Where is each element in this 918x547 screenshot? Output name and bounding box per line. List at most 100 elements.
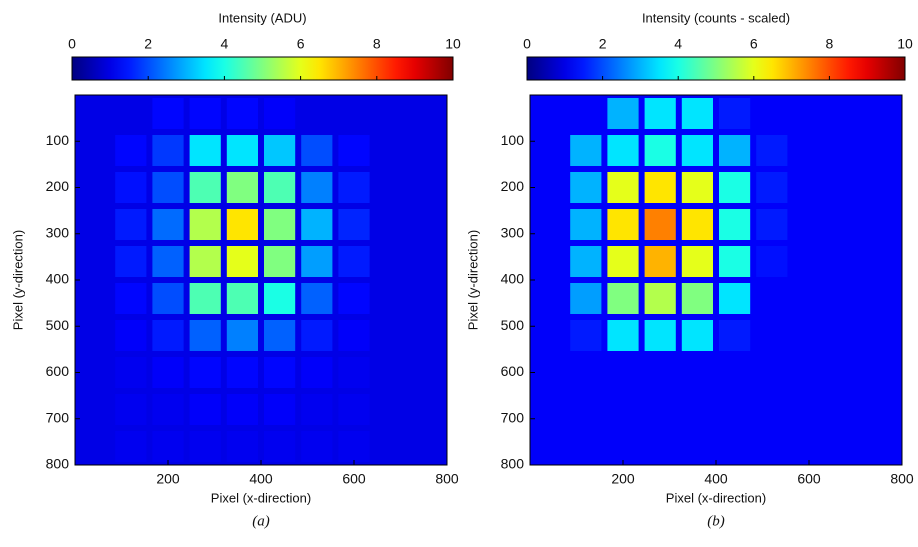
heatmap-cell (264, 172, 296, 203)
caption: (a) (252, 513, 270, 529)
heatmap-cell (681, 246, 713, 277)
heatmap-cell (607, 209, 639, 240)
heatmap-cell (681, 431, 713, 462)
heatmap-cell (570, 431, 602, 462)
heatmap-cell (226, 320, 258, 351)
heatmap-cell (412, 98, 444, 129)
heatmap-cell (264, 135, 296, 166)
heatmap-cell (867, 431, 899, 462)
heatmap-cell (301, 431, 333, 462)
heatmap-cell (338, 209, 370, 240)
heatmap-cell (78, 209, 110, 240)
heatmap-cell (867, 135, 899, 166)
heatmap-cell (78, 172, 110, 203)
heatmap-cell (301, 283, 333, 314)
heatmap-cell (681, 209, 713, 240)
heatmap-cell (375, 209, 407, 240)
heatmap-cell (533, 357, 565, 388)
colorbar (526, 56, 906, 81)
colorbar-tick-label: 8 (826, 36, 834, 52)
heatmap-cell (78, 246, 110, 277)
heatmap-cell (264, 246, 296, 277)
colorbar-tick-label: 6 (297, 36, 305, 52)
heatmap-cell (793, 246, 825, 277)
heatmap-cell (152, 320, 184, 351)
heatmap-cell (338, 283, 370, 314)
colorbar (71, 56, 454, 81)
heatmap-cell (226, 135, 258, 166)
heatmap-cell (644, 209, 676, 240)
x-axis-label: Pixel (x-direction) (211, 490, 311, 505)
y-axis-label: Pixel (y-direction) (465, 230, 480, 330)
heatmap-cell (681, 320, 713, 351)
heatmap-cell (607, 283, 639, 314)
heatmap-cell (867, 320, 899, 351)
heatmap-cell (719, 172, 751, 203)
heatmap-cell (78, 394, 110, 425)
y-tick-label: 400 (501, 271, 525, 287)
heatmap-cell (115, 209, 147, 240)
heatmap-cell (719, 394, 751, 425)
heatmap-cell (607, 172, 639, 203)
x-tick-label: 800 (890, 471, 914, 487)
heatmap-cell (338, 431, 370, 462)
heatmap-cell (152, 209, 184, 240)
y-tick-label: 300 (46, 224, 70, 240)
y-axis-label: Pixel (y-direction) (10, 230, 25, 330)
heatmap-cell (189, 357, 221, 388)
heatmap-cell (830, 394, 862, 425)
heatmap-cell (412, 394, 444, 425)
heatmap-cell (681, 98, 713, 129)
heatmap-cell (115, 320, 147, 351)
heatmap-cell (867, 209, 899, 240)
heatmap-cell (375, 394, 407, 425)
heatmap-cell (681, 394, 713, 425)
heatmap-cell (644, 283, 676, 314)
heatmap-cell (644, 357, 676, 388)
heatmap-cell (375, 283, 407, 314)
heatmap-cell (793, 320, 825, 351)
heatmap-cell (644, 246, 676, 277)
y-tick-label: 700 (501, 409, 525, 425)
heatmap-cell (719, 283, 751, 314)
heatmap-cell (226, 431, 258, 462)
colorbar-tick-label: 0 (523, 36, 531, 52)
heatmap-cell (189, 172, 221, 203)
heatmap-cell (264, 394, 296, 425)
heatmap-cell (152, 357, 184, 388)
x-tick-label: 400 (249, 471, 273, 487)
heatmap-cell (115, 394, 147, 425)
heatmap-cell (830, 172, 862, 203)
y-tick-label: 300 (501, 224, 525, 240)
colorbar-tick-label: 10 (445, 36, 461, 52)
heatmap-cell (226, 98, 258, 129)
heatmap-cell (301, 394, 333, 425)
heatmap-cell (533, 431, 565, 462)
caption: (b) (707, 513, 725, 529)
heatmap-cell (338, 320, 370, 351)
heatmap-cell (152, 246, 184, 277)
heatmap-cell (264, 209, 296, 240)
heatmap-cell (756, 357, 788, 388)
heatmap-cell (867, 246, 899, 277)
y-tick-label: 500 (46, 317, 70, 333)
heatmap-cell (830, 98, 862, 129)
heatmap-cell (644, 98, 676, 129)
heatmap-cell (830, 431, 862, 462)
heatmap-cell (570, 320, 602, 351)
heatmap-cell (533, 246, 565, 277)
heatmap-cell (533, 283, 565, 314)
heatmap-cell (264, 98, 296, 129)
colorbar-tick-label: 2 (144, 36, 152, 52)
heatmap-cell (830, 357, 862, 388)
heatmap-cell (338, 357, 370, 388)
heatmap-cell (264, 357, 296, 388)
heatmap-cell (78, 283, 110, 314)
heatmap-cell (375, 98, 407, 129)
heatmap-cell (115, 135, 147, 166)
heatmap-cell (264, 283, 296, 314)
heatmap-cell (570, 209, 602, 240)
heatmap-cell (570, 357, 602, 388)
heatmap-cell (338, 246, 370, 277)
heatmap-cell (301, 320, 333, 351)
